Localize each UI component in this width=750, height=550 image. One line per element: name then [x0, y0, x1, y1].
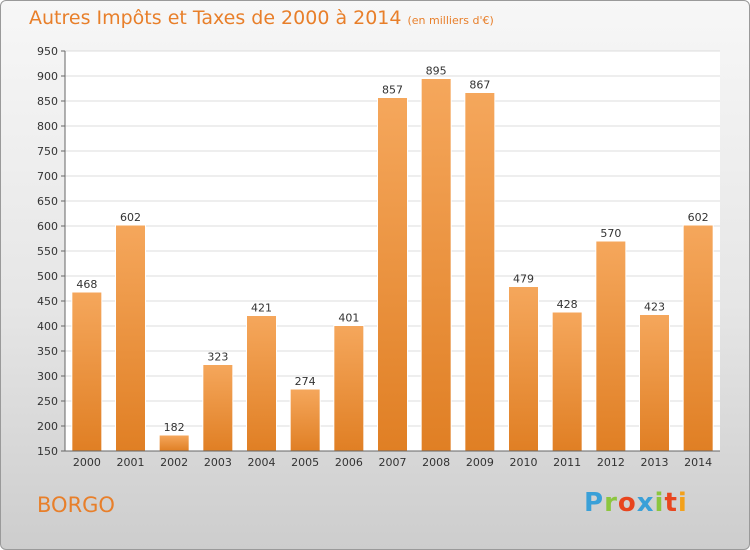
- y-tick-label: 650: [37, 195, 58, 208]
- bar: [508, 286, 539, 452]
- bar: [639, 314, 670, 452]
- bar: [289, 388, 321, 452]
- x-tick-label: 2008: [422, 456, 450, 469]
- bar: [158, 434, 190, 452]
- y-tick-label: 150: [37, 445, 58, 458]
- x-tick-label: 2009: [466, 456, 494, 469]
- y-tick-label: 600: [37, 220, 58, 233]
- bar: [71, 291, 103, 452]
- y-tick-label: 500: [37, 270, 58, 283]
- x-tick-label: 2005: [291, 456, 319, 469]
- x-tick-label: 2002: [160, 456, 188, 469]
- bar: [377, 97, 408, 452]
- x-tick-label: 2001: [117, 456, 145, 469]
- x-tick-label: 2000: [73, 456, 101, 469]
- logo-letter: o: [617, 488, 637, 518]
- bar: [551, 311, 583, 452]
- logo-letter: x: [636, 488, 655, 518]
- data-label: 602: [688, 211, 709, 224]
- data-label: 274: [295, 375, 316, 388]
- chart-title: Autres Impôts et Taxes de 2000 à 2014 (en…: [29, 7, 494, 29]
- chart-title-text: Autres Impôts et Taxes de 2000 à 2014: [29, 7, 402, 29]
- x-tick-label: 2011: [553, 456, 581, 469]
- chart-title-unit: (en milliers d'€): [407, 14, 494, 27]
- y-tick-label: 850: [37, 95, 58, 108]
- bar: [420, 78, 452, 452]
- x-axis: 2000 2001 2002 2003 2004 2005 2006 2007 2008 2009…: [65, 450, 720, 469]
- data-label: 323: [207, 351, 228, 364]
- logo-letter: t: [664, 488, 678, 518]
- data-label: 857: [382, 84, 403, 97]
- logo-letter: i: [677, 488, 688, 518]
- data-label: 401: [338, 312, 359, 325]
- y-tick-label: 950: [37, 45, 58, 58]
- logo-letter: r: [604, 488, 618, 518]
- x-tick-label: 2014: [684, 456, 712, 469]
- x-tick-label: 2003: [204, 456, 232, 469]
- data-label: 895: [426, 65, 447, 78]
- y-tick-label: 250: [37, 395, 58, 408]
- bar: [595, 240, 627, 452]
- proxiti-logo[interactable]: Proxiti: [584, 488, 688, 518]
- x-tick-label: 2007: [379, 456, 407, 469]
- y-tick-label: 800: [37, 120, 58, 133]
- data-label: 867: [469, 79, 490, 92]
- data-label: 182: [164, 421, 185, 434]
- y-tick-label: 200: [37, 420, 58, 433]
- bar: [246, 315, 277, 452]
- bar: [333, 325, 365, 452]
- x-tick-label: 2013: [641, 456, 669, 469]
- y-tick-label: 700: [37, 170, 58, 183]
- y-tick-label: 550: [37, 245, 58, 258]
- logo-letter: i: [654, 488, 665, 518]
- data-label: 479: [513, 273, 534, 286]
- y-axis: 150 200 250 300 350 400 450 500 550 600 650 700 750 8…: [37, 45, 66, 458]
- y-tick-label: 450: [37, 295, 58, 308]
- y-tick-label: 900: [37, 70, 58, 83]
- y-tick-label: 350: [37, 345, 58, 358]
- commune-name: BORGO: [37, 493, 115, 517]
- x-tick-label: 2012: [597, 456, 625, 469]
- y-tick-label: 300: [37, 370, 58, 383]
- logo-letter: P: [584, 488, 605, 518]
- y-tick-label: 750: [37, 145, 58, 158]
- x-tick-label: 2006: [335, 456, 363, 469]
- data-labels: 468 602 182 323 421 274 401 857 895 867 479 428 570 4…: [76, 65, 708, 435]
- bar: [682, 224, 714, 452]
- y-tick-label: 400: [37, 320, 58, 333]
- data-label: 428: [557, 298, 578, 311]
- data-label: 602: [120, 211, 141, 224]
- data-label: 468: [76, 278, 97, 291]
- data-label: 570: [600, 227, 621, 240]
- x-tick-label: 2004: [248, 456, 276, 469]
- bar: [202, 364, 234, 452]
- data-label: 421: [251, 302, 272, 315]
- x-tick-label: 2010: [510, 456, 538, 469]
- data-label: 423: [644, 301, 665, 314]
- bar: [115, 224, 146, 452]
- bar: [464, 92, 496, 452]
